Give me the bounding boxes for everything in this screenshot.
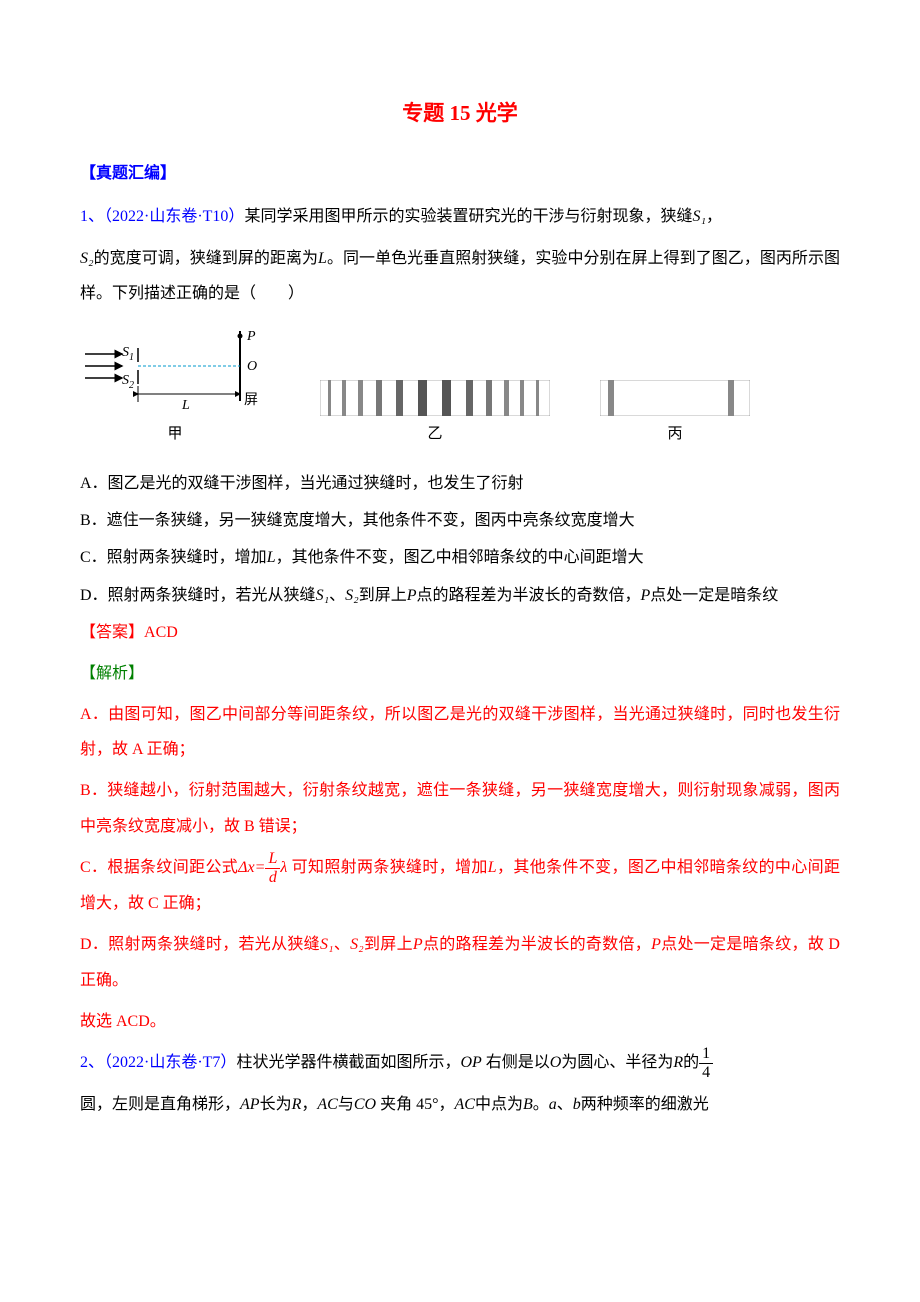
label-jia: 甲 [167, 418, 182, 451]
fig-s1: S1 [122, 345, 134, 363]
figure-bing: 丙 [600, 380, 750, 451]
q1-text-2: S₂的宽度可调，狭缝到屏的距离为L。同一单色光垂直照射狭缝，实验中分别在屏上得到… [80, 241, 840, 311]
page-title: 专题 15 光学 [80, 90, 840, 136]
answer-label: 【答案】 [80, 624, 144, 641]
q1-option-b: B．遮住一条狭缝，另一狭缝宽度增大，其他条件不变，图丙中亮条纹宽度增大 [80, 503, 840, 538]
answer-line: 【答案】ACD [80, 615, 840, 650]
sol-c: C．根据条纹间距公式Δx=Ldλ 可知照射两条狭缝时，增加L，其他条件不变，图乙… [80, 850, 840, 922]
fig-o: O [247, 359, 257, 374]
figure-row: S1 S2 P O L 屏 甲 [80, 326, 840, 451]
q1-option-a: A．图乙是光的双缝干涉图样，当光通过狭缝时，也发生了衍射 [80, 466, 840, 501]
answer-value: ACD [144, 624, 178, 641]
sol-d: D．照射两条狭缝时，若光从狭缝S₁、S₂到屏上P点的路程差为半波长的奇数倍，P点… [80, 927, 840, 997]
q2-text-2: 圆，左则是直角梯形，AP长为R，AC与CO 夹角 45°，AC中点为B。a、b两… [80, 1087, 840, 1122]
sol-b: B．狭缝越小，衍射范围越大，衍射条纹越宽，遮住一条狭缝，另一狭缝宽度增大，则衍射… [80, 773, 840, 843]
section-header: 【真题汇编】 [80, 156, 840, 191]
q1-text: 1、（2022·山东卷·T10）某同学采用图甲所示的实验装置研究光的干涉与衍射现… [80, 199, 840, 234]
sol-a: A．由图可知，图乙中间部分等间距条纹，所以图乙是光的双缝干涉图样，当光通过狭缝时… [80, 697, 840, 767]
q1-option-d: D．照射两条狭缝时，若光从狭缝S₁、S₂到屏上P点的路程差为半波长的奇数倍，P点… [80, 578, 840, 613]
label-bing: 丙 [667, 418, 682, 451]
diagram-yi [320, 380, 550, 416]
solution-label: 【解析】 [80, 656, 840, 691]
fig-l: L [181, 398, 190, 413]
q1-option-c: C．照射两条狭缝时，增加L，其他条件不变，图乙中相邻暗条纹的中心间距增大 [80, 540, 840, 575]
diagram-bing [600, 380, 750, 416]
q1-lead: 1、（2022·山东卷·T10） [80, 208, 244, 225]
sol-final: 故选 ACD。 [80, 1004, 840, 1039]
fig-s2: S2 [122, 373, 134, 391]
figure-jia: S1 S2 P O L 屏 甲 [80, 326, 270, 451]
fig-p: P [246, 329, 256, 344]
fig-screen: 屏 [244, 393, 258, 408]
figure-yi: 乙 [320, 380, 550, 451]
diagram-jia: S1 S2 P O L 屏 [80, 326, 270, 416]
q2-lead: 2、（2022·山东卷·T7） [80, 1054, 236, 1071]
label-yi: 乙 [427, 418, 442, 451]
q2-text: 2、（2022·山东卷·T7）柱状光学器件横截面如图所示，OP 右侧是以O为圆心… [80, 1045, 840, 1081]
